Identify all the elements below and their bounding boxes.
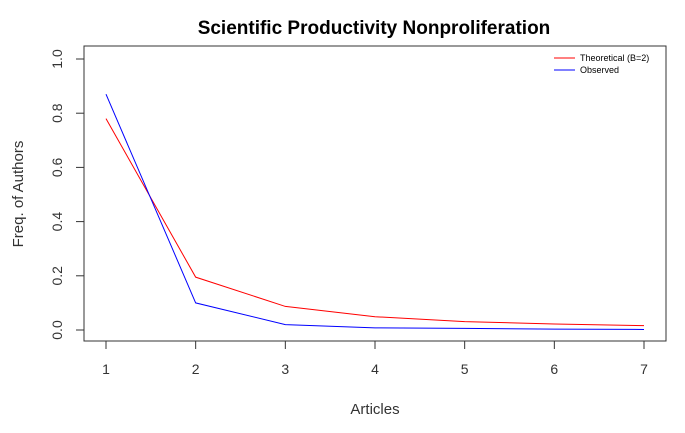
legend-label: Observed xyxy=(580,65,619,75)
x-tick-label: 3 xyxy=(281,361,289,377)
y-tick-label: 0.4 xyxy=(49,212,65,232)
series-line-observed xyxy=(105,94,645,330)
x-tick-label: 4 xyxy=(371,361,379,377)
chart-title: Scientific Productivity Nonproliferation xyxy=(198,18,551,39)
y-axis-label: Freq. of Authors xyxy=(10,141,27,248)
x-axis-label: Articles xyxy=(350,401,399,418)
x-tick-label: 5 xyxy=(461,361,469,377)
x-tick-label: 7 xyxy=(640,361,648,377)
x-tick-label: 6 xyxy=(550,361,558,377)
x-tick-label: 1 xyxy=(102,361,110,377)
y-axis: 0.0 0.2 0.4 0.6 0.8 1.0 xyxy=(49,49,85,340)
y-tick-label: 0.8 xyxy=(49,103,65,123)
y-tick-label: 0.2 xyxy=(49,266,65,286)
plot-frame xyxy=(83,45,667,342)
legend-label: Theoretical (B=2) xyxy=(580,53,649,63)
legend: Theoretical (B=2) Observed xyxy=(554,53,649,75)
series-line-theoretical xyxy=(105,118,645,327)
y-tick-label: 0.6 xyxy=(49,157,65,177)
y-tick-label: 0.0 xyxy=(49,320,65,340)
x-axis: 1 2 3 4 5 6 7 xyxy=(102,340,648,377)
series-layer xyxy=(105,94,645,330)
y-tick-label: 1.0 xyxy=(49,49,65,69)
x-tick-label: 2 xyxy=(192,361,200,377)
